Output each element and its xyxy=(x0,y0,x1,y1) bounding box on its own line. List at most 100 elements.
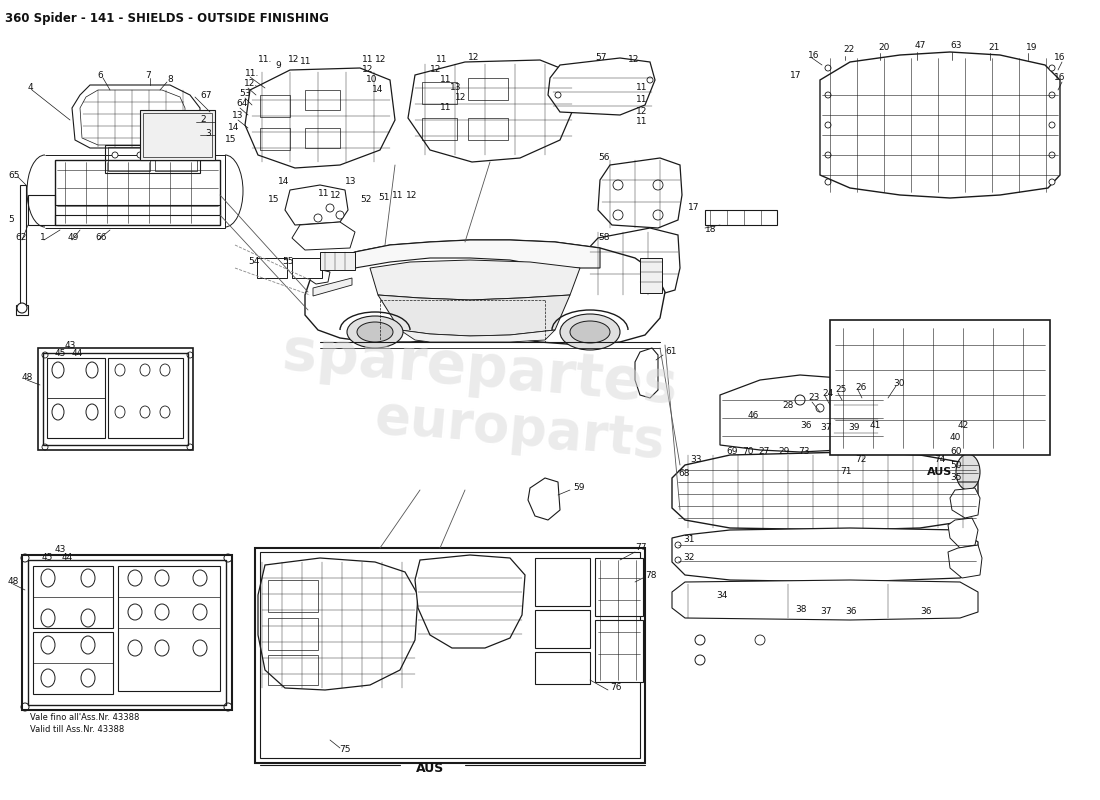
Ellipse shape xyxy=(41,669,55,687)
Ellipse shape xyxy=(116,406,125,418)
Bar xyxy=(535,558,590,606)
Text: 12: 12 xyxy=(406,191,417,201)
Bar xyxy=(260,552,640,758)
Ellipse shape xyxy=(314,214,322,222)
Text: 77: 77 xyxy=(635,543,647,553)
Bar xyxy=(595,558,644,616)
Text: 14: 14 xyxy=(228,123,240,133)
Polygon shape xyxy=(672,452,978,530)
Text: 78: 78 xyxy=(645,570,657,579)
Ellipse shape xyxy=(21,703,29,711)
Text: 22: 22 xyxy=(843,46,855,54)
Ellipse shape xyxy=(81,669,95,687)
Text: 12: 12 xyxy=(330,191,341,201)
Bar xyxy=(305,90,340,110)
Ellipse shape xyxy=(570,321,611,343)
Ellipse shape xyxy=(839,442,845,448)
Ellipse shape xyxy=(613,180,623,190)
Ellipse shape xyxy=(140,364,150,376)
Text: AUS: AUS xyxy=(416,762,444,774)
Text: 29: 29 xyxy=(778,447,790,457)
Text: 57: 57 xyxy=(595,54,606,62)
Ellipse shape xyxy=(605,589,615,599)
Bar xyxy=(104,145,200,173)
Ellipse shape xyxy=(1022,332,1028,338)
Polygon shape xyxy=(950,488,980,518)
Text: 40: 40 xyxy=(950,434,961,442)
Ellipse shape xyxy=(830,411,839,419)
Bar xyxy=(118,566,220,691)
Text: 2: 2 xyxy=(200,115,206,125)
Ellipse shape xyxy=(155,570,169,586)
Text: 58: 58 xyxy=(598,233,609,242)
Bar xyxy=(292,258,322,278)
Bar xyxy=(268,618,318,650)
Polygon shape xyxy=(245,68,395,168)
Ellipse shape xyxy=(653,210,663,220)
Ellipse shape xyxy=(187,152,192,158)
Ellipse shape xyxy=(52,362,64,378)
Ellipse shape xyxy=(16,303,28,313)
Ellipse shape xyxy=(184,140,196,156)
Text: 12: 12 xyxy=(636,107,648,117)
Ellipse shape xyxy=(81,636,95,654)
Polygon shape xyxy=(400,330,556,342)
Text: 30: 30 xyxy=(893,378,904,387)
Text: 11: 11 xyxy=(436,55,448,65)
Text: 15: 15 xyxy=(226,135,236,145)
Ellipse shape xyxy=(1049,122,1055,128)
Bar xyxy=(468,118,508,140)
Ellipse shape xyxy=(1049,152,1055,158)
Polygon shape xyxy=(585,228,680,298)
Text: 12: 12 xyxy=(628,55,639,65)
Text: 45: 45 xyxy=(55,350,66,358)
Bar xyxy=(257,258,287,278)
Ellipse shape xyxy=(1022,442,1028,448)
Text: 37: 37 xyxy=(820,607,832,617)
Text: 17: 17 xyxy=(688,203,700,213)
Text: 12: 12 xyxy=(375,55,386,65)
Bar xyxy=(535,652,590,684)
Text: 56: 56 xyxy=(598,154,609,162)
Bar xyxy=(47,358,104,438)
Ellipse shape xyxy=(962,442,968,448)
Polygon shape xyxy=(314,278,352,296)
Text: 14: 14 xyxy=(372,85,384,94)
Bar xyxy=(705,210,777,225)
Text: 74: 74 xyxy=(934,455,946,465)
Text: 23: 23 xyxy=(808,394,820,402)
Text: 11.: 11. xyxy=(258,55,273,65)
Text: 11: 11 xyxy=(636,118,648,126)
Bar xyxy=(55,160,220,225)
Ellipse shape xyxy=(1049,179,1055,185)
Text: 69: 69 xyxy=(726,447,737,457)
Text: 36: 36 xyxy=(845,607,857,617)
Text: 50: 50 xyxy=(950,461,961,470)
Text: 18: 18 xyxy=(705,226,716,234)
Polygon shape xyxy=(832,390,880,445)
Text: 75: 75 xyxy=(339,746,351,754)
Ellipse shape xyxy=(224,554,232,562)
Text: 31: 31 xyxy=(683,535,694,545)
Text: 13: 13 xyxy=(345,178,356,186)
Ellipse shape xyxy=(1049,65,1055,71)
Ellipse shape xyxy=(112,152,118,158)
Ellipse shape xyxy=(816,404,824,412)
Ellipse shape xyxy=(41,609,55,627)
Text: 42: 42 xyxy=(958,421,969,430)
Text: 44: 44 xyxy=(72,350,84,358)
Polygon shape xyxy=(672,580,978,620)
Text: 71: 71 xyxy=(840,467,851,477)
Text: 11: 11 xyxy=(300,58,311,66)
Ellipse shape xyxy=(86,404,98,420)
Text: 46: 46 xyxy=(748,410,759,419)
Text: AUS: AUS xyxy=(927,467,953,477)
Text: 11: 11 xyxy=(440,102,451,111)
Ellipse shape xyxy=(1049,92,1055,98)
Ellipse shape xyxy=(162,152,168,158)
Bar xyxy=(108,147,150,171)
Ellipse shape xyxy=(675,542,681,548)
Text: 44: 44 xyxy=(62,554,74,562)
Polygon shape xyxy=(370,260,580,300)
Text: 11: 11 xyxy=(392,191,404,201)
